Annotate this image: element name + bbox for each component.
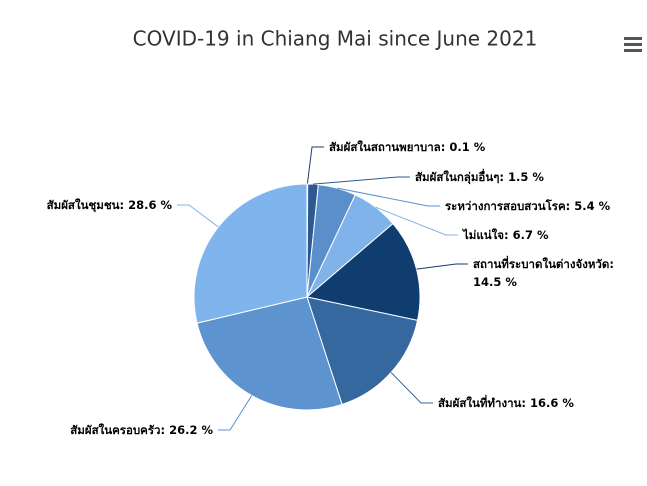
pie-slice	[306, 296, 419, 406]
label-value: 28.6 %	[128, 198, 172, 212]
data-label: สัมผัสในชุมชน: 28.6 %	[47, 198, 173, 213]
menu-icon[interactable]	[624, 37, 642, 52]
pie-slice	[196, 296, 343, 411]
label-value: 6.7 %	[513, 228, 549, 242]
data-label: สัมผัสในกลุ่มอื่นๆ: 1.5 %	[415, 168, 544, 185]
label-name: สถานที่ระบาดในต่างจังหวัด:	[473, 255, 614, 271]
connector	[218, 395, 253, 431]
menu-bar	[624, 37, 642, 40]
label-value: 1.5 %	[508, 170, 544, 184]
connector	[390, 372, 433, 404]
label-name: สัมผัสในชุมชน:	[47, 198, 125, 213]
data-label: ไม่แน่ใจ: 6.7 %	[461, 228, 549, 242]
chart-title: COVID-19 in Chiang Mai since June 2021	[133, 27, 538, 51]
connector	[313, 176, 410, 185]
label-value: 26.2 %	[169, 423, 213, 437]
menu-bar	[624, 49, 642, 52]
label-name: ระหว่างการสอบสวนโรค:	[445, 198, 570, 213]
data-label: สัมผัสในสถานพยาบาล: 0.1 %	[329, 140, 486, 154]
data-label: สถานที่ระบาดในต่างจังหวัด: 14.5 %	[473, 255, 614, 289]
label-name: สัมผัสในกลุ่มอื่นๆ:	[415, 168, 504, 185]
label-name: สัมผัสในครอบครัว:	[70, 423, 165, 437]
data-label: สัมผัสในที่ทำงาน: 16.6 %	[438, 394, 574, 410]
connector	[375, 206, 458, 236]
connector	[177, 204, 219, 228]
connector	[337, 187, 440, 207]
label-name: ไม่แน่ใจ:	[461, 228, 509, 242]
label-value: 0.1 %	[449, 140, 485, 154]
label-value: 14.5 %	[473, 275, 517, 289]
label-value: 5.4 %	[574, 199, 610, 213]
menu-bar	[624, 43, 642, 46]
label-name: สัมผัสในที่ทำงาน:	[438, 394, 526, 410]
data-label: ระหว่างการสอบสวนโรค: 5.4 %	[445, 198, 611, 213]
data-label: สัมผัสในครอบครัว: 26.2 %	[70, 423, 213, 437]
label-name: สัมผัสในสถานพยาบาล:	[329, 140, 445, 154]
connector	[306, 146, 324, 185]
label-value: 16.6 %	[530, 396, 574, 410]
connector	[416, 263, 468, 270]
